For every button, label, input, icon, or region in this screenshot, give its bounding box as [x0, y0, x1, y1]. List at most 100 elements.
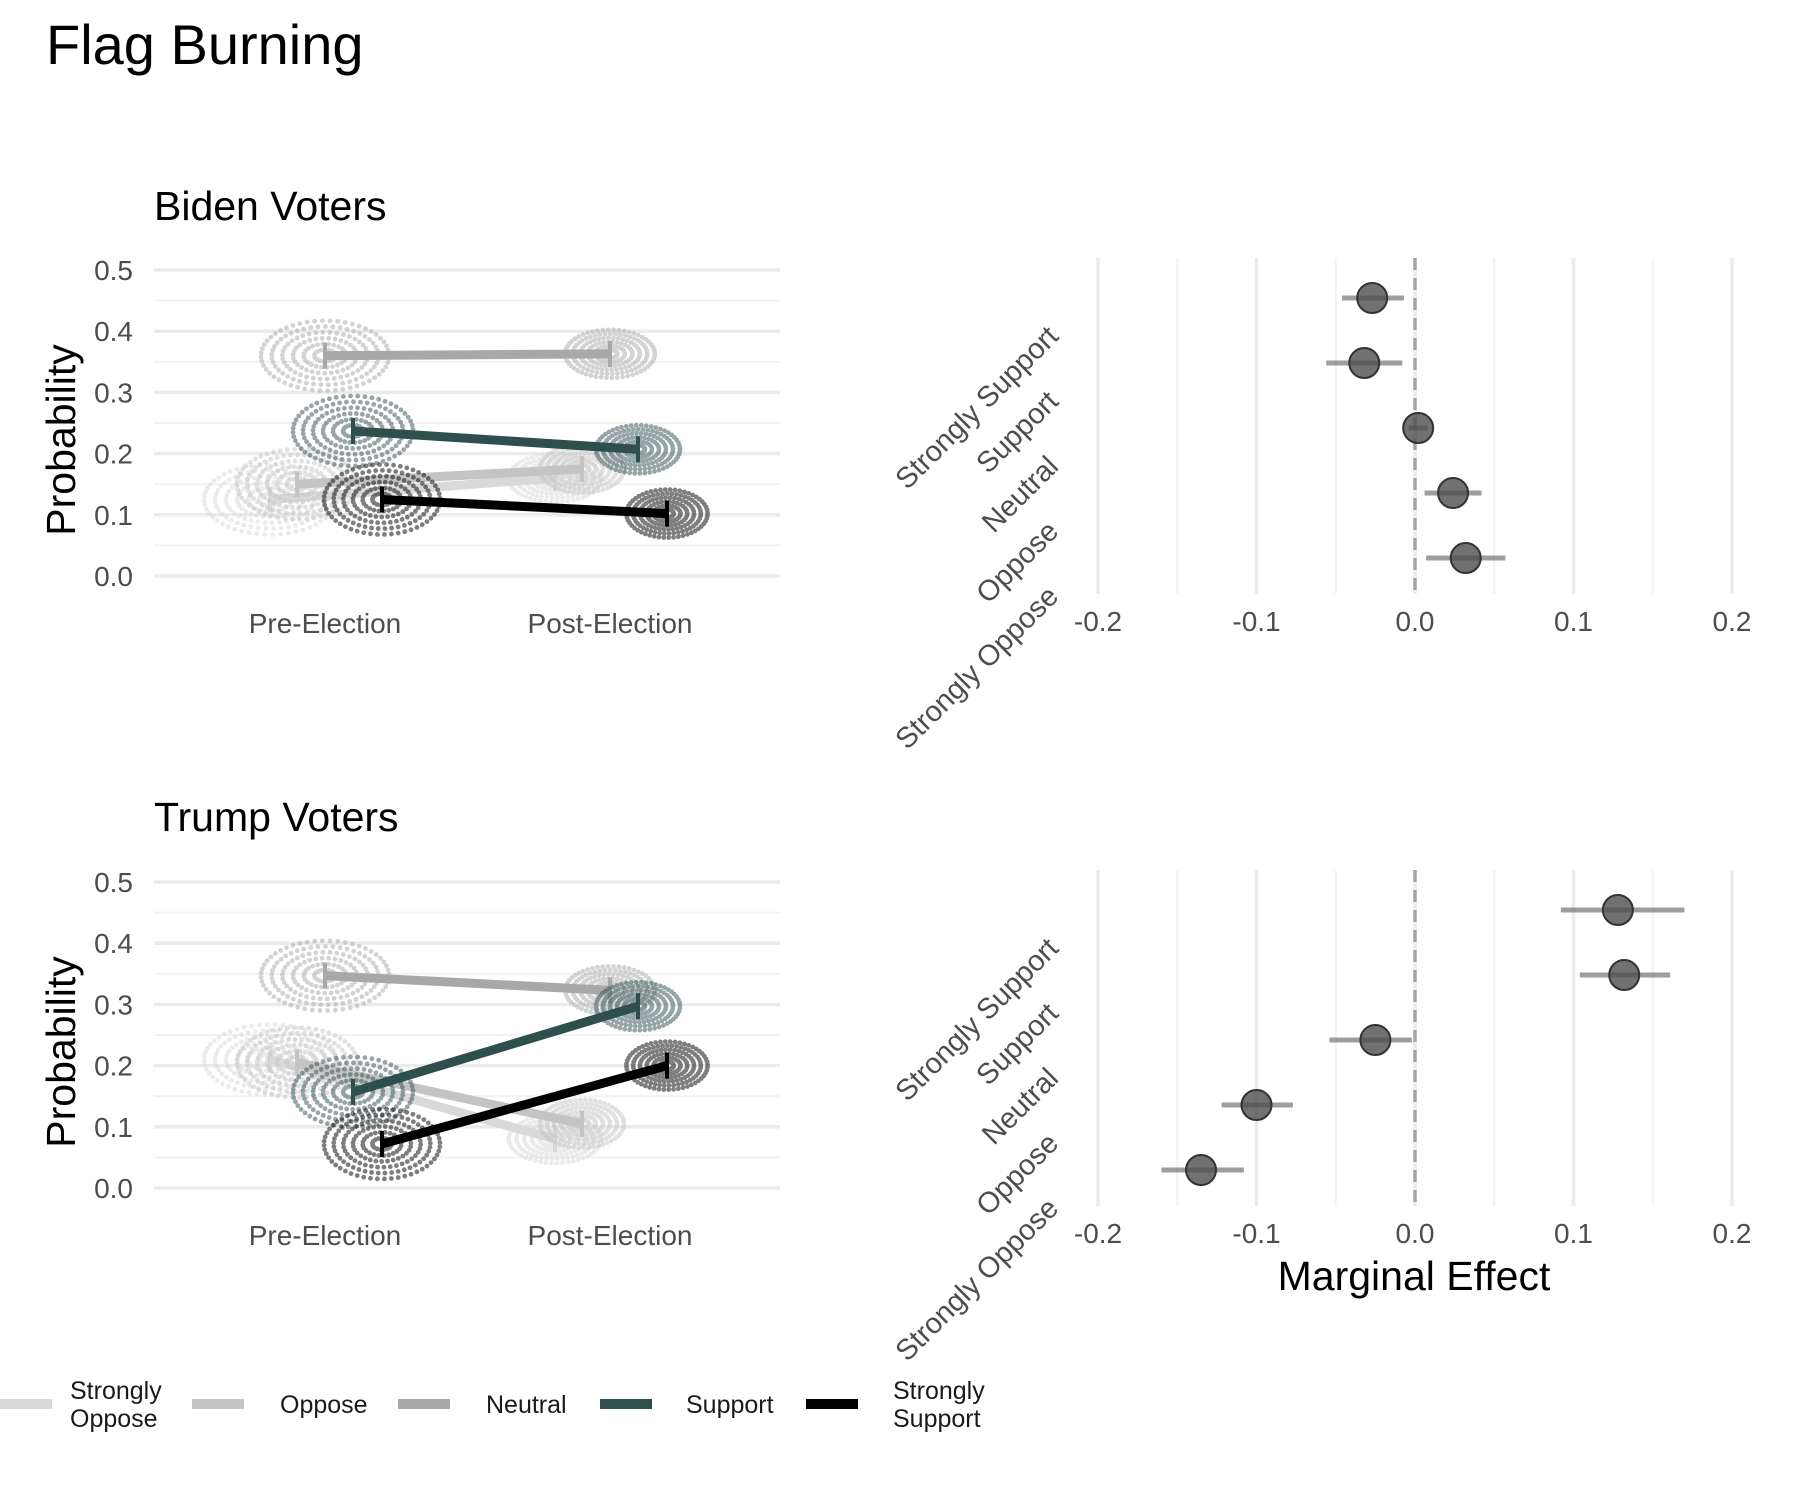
- figure-title: Flag Burning: [46, 13, 364, 76]
- distribution-dot: [341, 1136, 347, 1142]
- distribution-dot: [273, 1040, 279, 1046]
- distribution-dot: [368, 1132, 374, 1137]
- distribution-dot: [307, 472, 313, 478]
- distribution-dot: [330, 324, 336, 330]
- distribution-dot: [214, 503, 219, 509]
- distribution-dot: [312, 938, 318, 944]
- estimate-oppose: [1240, 1089, 1273, 1121]
- distribution-dot: [245, 1066, 251, 1072]
- distribution-dot: [353, 411, 359, 416]
- distribution-dot: [607, 331, 613, 337]
- series-line-neutral: [324, 349, 611, 361]
- distribution-dot: [300, 427, 306, 433]
- distribution-dot: [357, 1100, 363, 1106]
- distribution-dot: [563, 479, 569, 485]
- distribution-dot: [605, 963, 611, 969]
- distribution-dot: [330, 509, 336, 515]
- distribution-dot: [313, 950, 319, 956]
- estimate-strongly-support: [1356, 282, 1389, 314]
- distribution-dot: [580, 1155, 586, 1161]
- distribution-dot: [254, 481, 260, 486]
- distribution-dot: [284, 363, 290, 369]
- distribution-dot: [270, 967, 275, 973]
- distribution-dot: [307, 957, 313, 963]
- distribution-dot: [427, 1140, 433, 1146]
- distribution-dot: [626, 427, 632, 433]
- distribution-dot: [674, 526, 680, 531]
- distribution-dot: [570, 1158, 576, 1164]
- distribution-dot: [369, 1056, 375, 1062]
- distribution-dot: [326, 1030, 332, 1036]
- distribution-dot: [287, 1049, 293, 1055]
- distribution-dot: [534, 453, 540, 459]
- distribution-dot: [313, 330, 319, 336]
- distribution-dot: [608, 1138, 614, 1144]
- distribution-dot: [408, 1140, 414, 1146]
- distribution-dot: [557, 1148, 562, 1154]
- distribution-dot: [409, 512, 415, 517]
- distribution-dot: [591, 1131, 597, 1137]
- distribution-dot: [206, 510, 212, 516]
- distribution-dot: [653, 425, 659, 431]
- distribution-dot: [363, 346, 369, 352]
- distribution-dot: [618, 366, 624, 372]
- distribution-dot: [351, 328, 357, 334]
- distribution-dot: [295, 362, 301, 368]
- distribution-dot: [641, 462, 647, 468]
- distribution-dot: [543, 1147, 549, 1153]
- distribution-dot: [274, 455, 280, 460]
- distribution-dot: [322, 1095, 328, 1101]
- distribution-dot: [435, 487, 441, 493]
- distribution-dot: [586, 486, 592, 491]
- distribution-dot: [294, 965, 299, 971]
- distribution-dot: [371, 1118, 377, 1124]
- distribution-dot: [355, 1066, 360, 1072]
- distribution-dot: [244, 480, 250, 486]
- distribution-dot: [336, 344, 341, 350]
- distribution-dot: [235, 487, 241, 493]
- y-tick-label: 0.0: [94, 1173, 133, 1204]
- distribution-dot: [674, 491, 679, 497]
- distribution-dot: [299, 409, 305, 415]
- distribution-dot: [290, 476, 296, 482]
- distribution-dot: [300, 527, 306, 533]
- distribution-dot: [539, 1155, 544, 1161]
- distribution-dot: [274, 340, 280, 346]
- distribution-dot: [304, 406, 309, 412]
- distribution-dot: [656, 534, 662, 540]
- distribution-dot: [372, 1130, 378, 1136]
- distribution-dot: [301, 423, 307, 429]
- distribution-dot: [623, 1022, 629, 1028]
- distribution-dot: [297, 1095, 302, 1100]
- distribution-dot: [334, 362, 340, 368]
- distribution-dot: [549, 1152, 554, 1158]
- distribution-dot: [283, 504, 289, 510]
- distribution-dot: [654, 1048, 660, 1054]
- distribution-dot: [263, 491, 269, 497]
- distribution-dot: [405, 414, 411, 420]
- distribution-dot: [373, 454, 379, 460]
- distribution-dot: [341, 492, 347, 498]
- distribution-dot: [373, 468, 379, 473]
- distribution-dot: [284, 945, 289, 951]
- distribution-dot: [539, 494, 544, 500]
- distribution-dot: [426, 1148, 432, 1154]
- distribution-dot: [672, 522, 678, 528]
- distribution-dot: [288, 950, 294, 956]
- distribution-dot: [327, 1037, 332, 1043]
- distribution-dot: [648, 1041, 654, 1046]
- distribution-dot: [352, 336, 358, 342]
- distribution-dot: [248, 1038, 253, 1043]
- distribution-dot: [370, 462, 376, 468]
- distribution-dot: [381, 1164, 387, 1170]
- distribution-dot: [381, 520, 387, 526]
- distribution-dot: [306, 965, 311, 971]
- distribution-dot: [529, 1152, 535, 1158]
- distribution-dot: [363, 946, 368, 951]
- distribution-dot: [527, 495, 533, 501]
- distribution-dot: [436, 1148, 442, 1154]
- distribution-dot: [347, 379, 353, 384]
- distribution-dot: [350, 1107, 356, 1112]
- distribution-dot: [351, 948, 357, 954]
